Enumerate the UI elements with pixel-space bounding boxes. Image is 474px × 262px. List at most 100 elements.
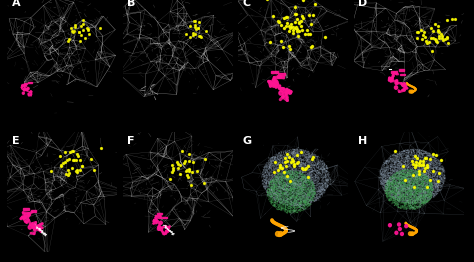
Point xyxy=(408,188,416,192)
Point xyxy=(408,176,415,180)
Point xyxy=(270,180,277,184)
Point xyxy=(397,183,404,187)
Point xyxy=(404,151,411,155)
Point xyxy=(288,203,295,207)
Point xyxy=(287,176,294,180)
Point xyxy=(310,197,317,201)
Point xyxy=(422,188,430,192)
Point xyxy=(405,179,412,183)
Point xyxy=(392,193,400,197)
Point xyxy=(423,165,431,169)
Point xyxy=(407,201,415,206)
Point xyxy=(301,176,309,180)
Point xyxy=(389,185,397,190)
Point xyxy=(417,151,425,155)
Point xyxy=(297,153,304,157)
Point xyxy=(319,166,326,170)
Point xyxy=(422,197,429,201)
Point xyxy=(391,160,398,164)
Point xyxy=(292,153,299,157)
Point xyxy=(289,175,297,179)
Point xyxy=(395,164,402,168)
Point xyxy=(417,177,424,181)
Point xyxy=(282,154,290,158)
Point xyxy=(319,167,327,171)
Point xyxy=(387,191,394,195)
Point xyxy=(291,201,299,205)
Point xyxy=(433,170,441,174)
Point xyxy=(424,193,431,197)
Point xyxy=(292,190,300,195)
Point xyxy=(422,35,429,39)
Point xyxy=(299,157,306,162)
Point xyxy=(283,183,291,187)
Point xyxy=(304,195,312,199)
Point xyxy=(288,189,296,194)
Point xyxy=(415,195,423,199)
Point xyxy=(286,179,293,183)
Point xyxy=(306,176,313,180)
Point xyxy=(265,163,273,167)
Point xyxy=(436,164,444,168)
Point xyxy=(288,186,295,190)
Point xyxy=(427,170,434,174)
Point xyxy=(389,179,397,183)
Point xyxy=(265,167,273,171)
Point xyxy=(390,196,397,200)
Point xyxy=(379,182,387,186)
Point xyxy=(269,185,277,189)
Point xyxy=(408,192,415,196)
Point xyxy=(322,177,330,182)
Point xyxy=(265,174,273,178)
Point xyxy=(308,188,315,192)
Point xyxy=(309,198,317,202)
Point xyxy=(412,206,419,211)
Point xyxy=(398,204,406,209)
Point xyxy=(396,182,403,186)
Point xyxy=(79,164,86,168)
Point xyxy=(288,187,296,191)
Point xyxy=(293,154,301,158)
Point xyxy=(271,183,279,187)
Point xyxy=(395,172,403,176)
Point xyxy=(400,171,407,175)
Point xyxy=(277,165,284,169)
Point xyxy=(276,200,283,204)
Point xyxy=(301,200,309,204)
Point xyxy=(433,184,440,189)
Point xyxy=(412,180,419,184)
Point xyxy=(392,197,400,201)
Point xyxy=(426,179,434,183)
Point xyxy=(295,198,302,202)
Point xyxy=(288,176,295,180)
Point xyxy=(273,184,280,188)
Point xyxy=(407,178,414,182)
Point xyxy=(306,173,313,177)
Point xyxy=(290,187,298,191)
Point xyxy=(385,191,393,195)
Point xyxy=(295,191,302,195)
Point xyxy=(302,203,310,207)
Point xyxy=(424,165,432,170)
Point xyxy=(388,187,396,191)
Point xyxy=(324,170,331,174)
Point xyxy=(433,167,441,171)
Point xyxy=(432,183,440,188)
Point xyxy=(429,153,437,157)
Point xyxy=(390,195,397,199)
Point xyxy=(310,158,318,162)
Point xyxy=(394,196,401,200)
Point xyxy=(396,151,403,156)
Point xyxy=(292,172,299,176)
Point xyxy=(395,193,403,197)
Point xyxy=(402,153,410,157)
Point xyxy=(313,173,321,178)
Point xyxy=(428,180,436,184)
Point xyxy=(309,188,316,192)
Point xyxy=(275,168,283,173)
Point xyxy=(409,174,416,179)
Point xyxy=(405,172,413,177)
Point xyxy=(419,200,427,204)
Point xyxy=(283,15,291,19)
Point xyxy=(409,161,417,165)
